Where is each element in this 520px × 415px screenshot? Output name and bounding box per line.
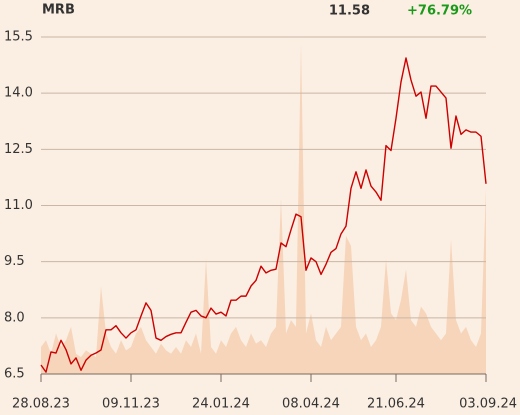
- volume-area: [41, 43, 486, 375]
- y-tick-label: 11.0: [4, 198, 33, 213]
- x-tick-label: 08.04.24: [282, 397, 340, 412]
- y-tick-label: 8.0: [4, 310, 25, 325]
- x-tick-label: 03.09.24: [459, 397, 517, 412]
- y-tick-label: 14.0: [4, 86, 33, 101]
- price-line: [40, 57, 487, 373]
- x-tick-label: 09.11.23: [102, 397, 160, 412]
- y-tick-label: 12.5: [4, 142, 33, 157]
- y-tick-label: 9.5: [4, 254, 25, 269]
- x-tick-label: 24.01.24: [192, 397, 250, 412]
- last-price: 11.58: [329, 4, 370, 19]
- y-tick-label: 6.5: [4, 367, 25, 382]
- change: +76.79%: [407, 4, 472, 19]
- x-tick-label: 21.06.24: [367, 397, 425, 412]
- chart-title: MRB: [42, 3, 75, 18]
- y-tick-label: 15.5: [4, 30, 33, 45]
- x-tick-label: 28.08.23: [12, 397, 70, 412]
